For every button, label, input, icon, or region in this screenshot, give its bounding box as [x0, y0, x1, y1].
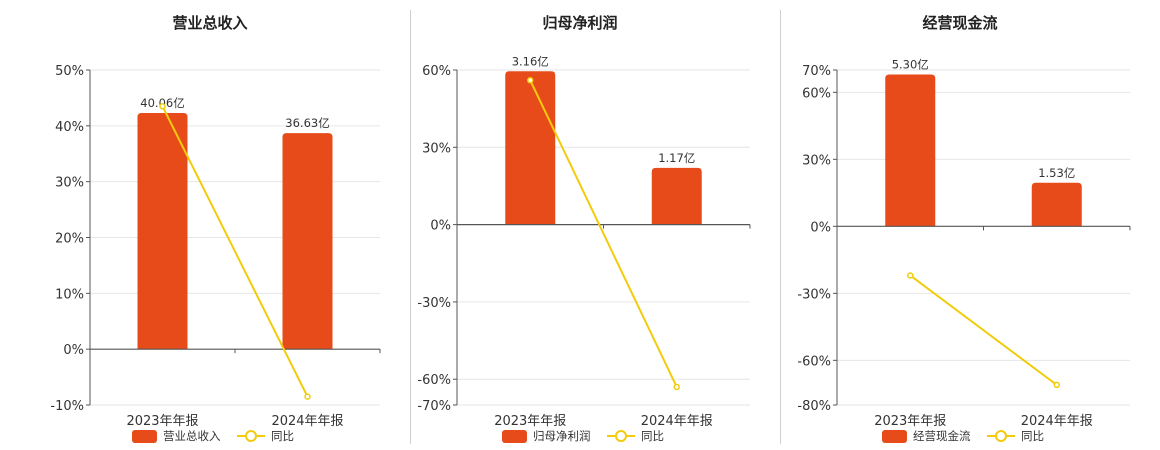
legend-line-label: 同比 [641, 429, 664, 443]
y-tick-label: -60% [797, 354, 831, 369]
x-category-label: 2023年年报 [126, 414, 198, 429]
bar [885, 74, 936, 227]
legend-bar-swatch [882, 430, 907, 443]
cash-flow-chart: 经营现金流 -80% -60% -30% 0% 30% 60% 70% 5.30亿 1.53亿 20… [797, 14, 1131, 443]
net-profit-chart: 归母净利润 -70% -60% -30% 0% 30% 60% 3.16亿 1.17亿 2023年… [417, 14, 751, 443]
y-tick-label: 30% [422, 141, 451, 156]
yoy-point [304, 393, 311, 400]
legend-line-marker [245, 430, 257, 442]
y-tick-label: -70% [417, 399, 451, 414]
y-tick-label: -60% [417, 373, 451, 388]
y-tick-label: -10% [50, 399, 84, 414]
panel-divider [410, 10, 411, 444]
yoy-point [1053, 381, 1060, 389]
yoy-point [159, 103, 166, 110]
legend-bar-swatch [502, 430, 527, 443]
panel-divider [780, 10, 781, 444]
y-tick-label: 60% [802, 86, 831, 101]
y-tick-label: 10% [55, 287, 84, 302]
bar-data-label: 40.06亿 [140, 96, 184, 110]
y-tick-label: -30% [797, 287, 831, 302]
y-tick-label: 30% [802, 153, 831, 168]
yoy-point [907, 272, 914, 279]
yoy-point [527, 77, 534, 84]
yoy-line [529, 79, 678, 388]
bar-data-label: 1.17亿 [658, 151, 695, 165]
y-tick-label: 0% [63, 343, 84, 358]
bar-data-label: 36.63亿 [285, 116, 329, 130]
y-tick-label: 0% [810, 220, 831, 235]
y-tick-label: 40% [55, 120, 84, 135]
y-tick-label: -80% [797, 399, 831, 414]
chart-title: 经营现金流 [922, 14, 997, 32]
y-tick-label: 20% [55, 232, 84, 247]
revenue-chart: 营业总收入 -10% 0% 10% 20% 30% 40% 50% 40.06亿 36.63亿 20… [50, 14, 381, 443]
x-category-label: 2023年年报 [494, 414, 566, 429]
y-tick-label: 70% [802, 64, 831, 79]
y-tick-label: 60% [422, 64, 451, 79]
legend-line-label: 同比 [1021, 429, 1044, 443]
y-tick-label: 0% [430, 219, 451, 234]
x-category-label: 2024年年报 [641, 414, 713, 429]
y-tick-label: 30% [55, 176, 84, 191]
x-category-label: 2023年年报 [874, 414, 946, 429]
y-tick-label: 50% [55, 64, 84, 79]
bar [282, 133, 333, 350]
y-tick-label: -30% [417, 296, 451, 311]
x-category-label: 2024年年报 [1021, 414, 1093, 429]
legend-bar-label: 归母净利润 [533, 429, 591, 443]
yoy-point [673, 383, 680, 391]
legend-bar-swatch [132, 430, 157, 443]
yoy-line [909, 274, 1058, 386]
bar-data-label: 5.30亿 [892, 57, 929, 71]
bar [505, 71, 556, 225]
bar [1031, 182, 1082, 227]
bar-data-label: 1.53亿 [1038, 166, 1075, 180]
chart-title: 营业总收入 [172, 14, 247, 32]
legend-line-marker [615, 430, 627, 442]
chart-panel-net-profit: 归母净利润 -70% -60% -30% 0% 30% 60% 3.16亿 1.17亿 2023年… [370, 0, 770, 450]
chart-panel-revenue: 营业总收入 -10% 0% 10% 20% 30% 40% 50% 40.06亿 36.63亿 20… [0, 0, 400, 450]
bar [137, 112, 188, 350]
x-category-label: 2024年年报 [271, 414, 343, 429]
legend-line-marker [995, 430, 1007, 442]
yoy-line [161, 105, 309, 398]
legend-line-label: 同比 [271, 429, 294, 443]
legend-bar-label: 经营现金流 [913, 429, 971, 443]
bar-data-label: 3.16亿 [512, 54, 549, 68]
legend-bar-label: 营业总收入 [163, 429, 221, 443]
chart-panel-cash-flow: 经营现金流 -80% -60% -30% 0% 30% 60% 70% 5.30亿 1.53亿 20… [740, 0, 1150, 450]
chart-title: 归母净利润 [542, 14, 617, 32]
bar [651, 167, 702, 225]
